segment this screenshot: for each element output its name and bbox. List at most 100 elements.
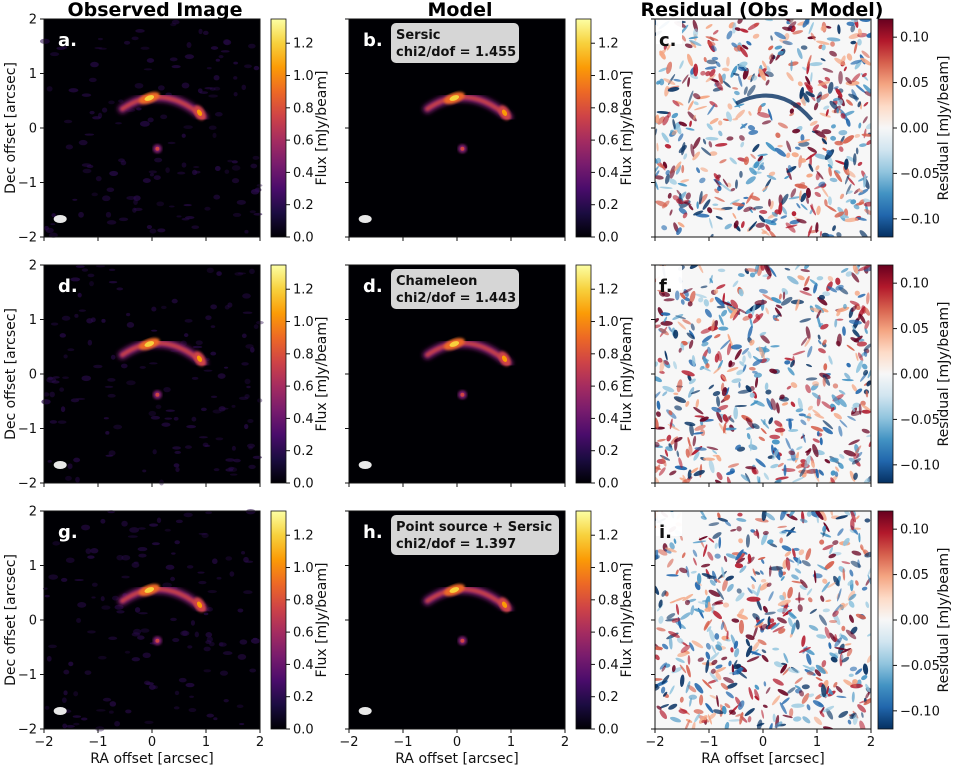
residual-blob [659, 50, 666, 60]
residual-blob [687, 684, 697, 693]
residual-blob [823, 522, 830, 533]
residual-blob [693, 210, 704, 216]
residual-blob [753, 530, 760, 537]
residual-blob [677, 222, 685, 228]
residual-blob [837, 397, 847, 408]
residual-blob [799, 579, 808, 589]
residual-blob [662, 115, 670, 126]
noise-speckle [44, 225, 49, 231]
noise-speckle [170, 576, 176, 582]
residual-blob [863, 102, 869, 107]
residual-blob [701, 719, 707, 723]
residual-blob [769, 618, 775, 624]
residual-blob [739, 135, 745, 141]
residual-blob [698, 511, 707, 519]
noise-speckle [95, 265, 106, 268]
noise-speckle [250, 638, 261, 644]
residual-blob [786, 275, 799, 285]
residual-blob [802, 92, 810, 103]
residual-blob [708, 141, 713, 148]
x-tick-label: −1 [699, 735, 718, 750]
residual-blob [761, 654, 769, 663]
residual-blob [782, 714, 793, 719]
residual-blob [767, 108, 773, 121]
residual-blob [816, 94, 822, 99]
residual-blob [705, 74, 716, 83]
residual-blob [750, 589, 759, 596]
residual-blob [836, 108, 839, 114]
axes-r0-c1 [345, 18, 566, 241]
residual-blob [843, 66, 847, 72]
column-title-residual: Residual (Obs - Model) [641, 0, 884, 21]
residual-blob [772, 678, 784, 686]
noise-speckle [126, 321, 135, 328]
residual-blob [702, 355, 709, 366]
residual-blob [773, 661, 783, 668]
residual-blob [698, 694, 704, 706]
residual-blob [815, 468, 819, 479]
residual-blob [712, 203, 719, 206]
residual-blob [709, 68, 716, 77]
residual-blob [683, 153, 688, 160]
lens-galaxy-core [460, 392, 465, 397]
y-tick-label: −1 [18, 422, 37, 437]
colorbar-tick-label: −0.05 [900, 659, 940, 674]
residual-blob [727, 463, 740, 468]
residual-blob [830, 477, 836, 483]
residual-blob [660, 312, 671, 316]
residual-blob [772, 626, 785, 633]
noise-speckle [248, 446, 253, 450]
noise-speckle [65, 557, 75, 563]
residual-blob [818, 294, 826, 300]
noise-speckle [184, 54, 195, 60]
residual-blob [768, 417, 774, 425]
noise-speckle [194, 631, 200, 638]
noise-speckle [108, 636, 118, 641]
colorbar-tick-label: 1.0 [293, 561, 314, 576]
noise-speckle [134, 607, 141, 613]
residual-blob [705, 642, 711, 650]
residual-blob [764, 382, 769, 391]
residual-blob [672, 118, 676, 130]
residual-blob [718, 130, 723, 137]
residual-blob [673, 392, 679, 396]
residual-blob [832, 383, 839, 389]
residual-blob [805, 152, 817, 160]
colorbar-tick-label: 0.05 [900, 322, 929, 337]
noise-speckle [60, 406, 66, 413]
residual-blob [674, 161, 682, 172]
colorbar-gradient [877, 264, 894, 484]
residual-blob [805, 187, 811, 199]
residual-blob [700, 285, 708, 289]
axes-r2-c1: −2 −1 0 1 2RA offset [arcsec] [339, 510, 569, 767]
residual-blob [810, 511, 821, 518]
residual-blob [772, 713, 776, 723]
noise-speckle [137, 635, 145, 640]
panel-label: d. [363, 276, 383, 297]
noise-speckle [198, 436, 208, 439]
residual-blob [687, 100, 694, 111]
residual-blob [848, 614, 854, 623]
residual-blob [732, 202, 745, 207]
residual-blob [694, 682, 704, 694]
residual-blob [791, 211, 797, 217]
residual-blob [847, 190, 853, 194]
residual-blob [687, 655, 691, 665]
noise-speckle [170, 617, 177, 622]
residual-blob [698, 190, 703, 205]
residual-blob [707, 207, 713, 214]
noise-speckle [223, 39, 232, 46]
residual-blob [714, 553, 721, 559]
residual-blob [861, 363, 868, 370]
residual-blob [769, 566, 783, 571]
residual-blob [679, 60, 684, 69]
residual-blob [800, 45, 808, 50]
noise-speckle [224, 305, 230, 310]
noise-speckle [87, 273, 95, 278]
residual-blob [787, 617, 793, 627]
residual-blob [682, 319, 692, 325]
noise-speckle [183, 512, 193, 518]
noise-speckle [142, 652, 151, 659]
residual-blob [743, 206, 753, 213]
